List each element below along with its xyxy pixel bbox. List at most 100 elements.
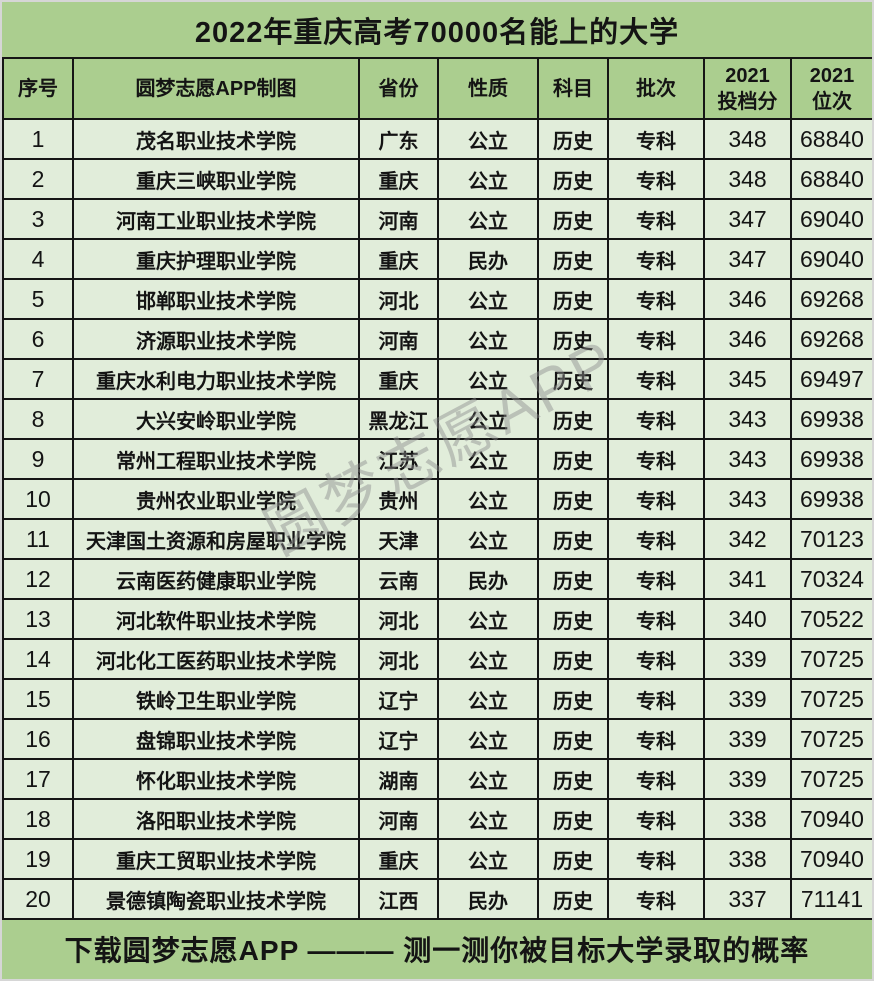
cell-score-2021: 339 [703,678,792,720]
cell-score-2021: 348 [703,118,792,160]
cell-school: 济源职业技术学院 [72,318,360,360]
cell-rank-2021: 70940 [790,798,872,840]
cell-no: 1 [2,118,74,160]
cell-no: 4 [2,238,74,280]
cell-ownership: 公立 [437,278,539,320]
cell-no: 7 [2,358,74,400]
cell-province: 重庆 [358,358,439,400]
cell-ownership: 公立 [437,358,539,400]
column-header-subject: 科目 [537,57,609,120]
cell-batch: 专科 [607,558,705,600]
cell-school: 重庆三峡职业学院 [72,158,360,200]
cell-province: 黑龙江 [358,398,439,440]
page-title: 2022年重庆高考70000名能上的大学 [194,16,680,49]
cell-score-2021: 346 [703,278,792,320]
cell-province: 重庆 [358,158,439,200]
cell-no: 9 [2,438,74,480]
table-row: 7 重庆水利电力职业技术学院 重庆 公立 历史 专科 345 69497 [2,358,872,400]
cell-school: 重庆护理职业学院 [72,238,360,280]
cell-subject: 历史 [537,718,609,760]
cell-subject: 历史 [537,478,609,520]
cell-batch: 专科 [607,678,705,720]
table-row: 9 常州工程职业技术学院 江苏 公立 历史 专科 343 69938 [2,438,872,480]
cell-rank-2021: 69497 [790,358,872,400]
cell-score-2021: 338 [703,838,792,880]
cell-province: 河南 [358,198,439,240]
cell-subject: 历史 [537,838,609,880]
cell-no: 5 [2,278,74,320]
cell-province: 广东 [358,118,439,160]
cell-batch: 专科 [607,878,705,920]
column-header-no: 序号 [2,57,74,120]
footer-banner: 下载圆梦志愿APP ——— 测一测你被目标大学录取的概率 [64,934,810,966]
cell-rank-2021: 70725 [790,678,872,720]
cell-batch: 专科 [607,238,705,280]
cell-score-2021: 342 [703,518,792,560]
cell-batch: 专科 [607,638,705,680]
cell-province: 湖南 [358,758,439,800]
cell-ownership: 公立 [437,118,539,160]
cell-school: 洛阳职业技术学院 [72,798,360,840]
cell-no: 12 [2,558,74,600]
cell-rank-2021: 70725 [790,638,872,680]
cell-batch: 专科 [607,118,705,160]
cell-batch: 专科 [607,318,705,360]
cell-subject: 历史 [537,518,609,560]
cell-subject: 历史 [537,438,609,480]
cell-no: 2 [2,158,74,200]
cell-subject: 历史 [537,238,609,280]
cell-score-2021: 343 [703,438,792,480]
cell-school: 河南工业职业技术学院 [72,198,360,240]
cell-school: 贵州农业职业学院 [72,478,360,520]
cell-province: 辽宁 [358,718,439,760]
cell-score-2021: 345 [703,358,792,400]
cell-rank-2021: 69938 [790,398,872,440]
cell-rank-2021: 69268 [790,318,872,360]
cell-rank-2021: 70123 [790,518,872,560]
cell-subject: 历史 [537,678,609,720]
cell-school: 盘锦职业技术学院 [72,718,360,760]
cell-batch: 专科 [607,358,705,400]
cell-province: 云南 [358,558,439,600]
cell-subject: 历史 [537,118,609,160]
cell-batch: 专科 [607,278,705,320]
table-row: 13 河北软件职业技术学院 河北 公立 历史 专科 340 70522 [2,598,872,640]
column-header-score-2021: 2021 投档分 [703,57,792,120]
table-row: 10 贵州农业职业学院 贵州 公立 历史 专科 343 69938 [2,478,872,520]
cell-subject: 历史 [537,198,609,240]
cell-rank-2021: 70522 [790,598,872,640]
cell-subject: 历史 [537,798,609,840]
column-header-school: 圆梦志愿APP制图 [72,57,360,120]
table-body: 1 茂名职业技术学院 广东 公立 历史 专科 348 68840 2 重庆三峡职业学院 重庆 公立 历史… [2,118,872,920]
cell-score-2021: 337 [703,878,792,920]
cell-ownership: 民办 [437,558,539,600]
table-row: 20 景德镇陶瓷职业技术学院 江西 民办 历史 专科 337 71141 [2,878,872,920]
cell-province: 河南 [358,798,439,840]
cell-score-2021: 346 [703,318,792,360]
cell-subject: 历史 [537,278,609,320]
table-row: 11 天津国土资源和房屋职业学院 天津 公立 历史 专科 342 70123 [2,518,872,560]
cell-subject: 历史 [537,758,609,800]
cell-score-2021: 339 [703,758,792,800]
university-table: 序号 圆梦志愿APP制图 省份 性质 科目 批次 2021 投档分 2021 位次 1 茂名职业… [2,57,872,920]
cell-batch: 专科 [607,478,705,520]
header-row: 序号 圆梦志愿APP制图 省份 性质 科目 批次 2021 投档分 2021 位次 [2,57,872,120]
cell-ownership: 公立 [437,518,539,560]
cell-ownership: 民办 [437,878,539,920]
cell-no: 13 [2,598,74,640]
cell-no: 14 [2,638,74,680]
table-row: 16 盘锦职业技术学院 辽宁 公立 历史 专科 339 70725 [2,718,872,760]
table-row: 2 重庆三峡职业学院 重庆 公立 历史 专科 348 68840 [2,158,872,200]
table-row: 1 茂名职业技术学院 广东 公立 历史 专科 348 68840 [2,118,872,160]
table-row: 5 邯郸职业技术学院 河北 公立 历史 专科 346 69268 [2,278,872,320]
cell-rank-2021: 69040 [790,198,872,240]
table-row: 4 重庆护理职业学院 重庆 民办 历史 专科 347 69040 [2,238,872,280]
cell-ownership: 公立 [437,678,539,720]
cell-batch: 专科 [607,598,705,640]
table-row: 8 大兴安岭职业学院 黑龙江 公立 历史 专科 343 69938 [2,398,872,440]
cell-subject: 历史 [537,158,609,200]
cell-no: 17 [2,758,74,800]
cell-score-2021: 343 [703,478,792,520]
table-row: 19 重庆工贸职业技术学院 重庆 公立 历史 专科 338 70940 [2,838,872,880]
cell-school: 河北化工医药职业技术学院 [72,638,360,680]
